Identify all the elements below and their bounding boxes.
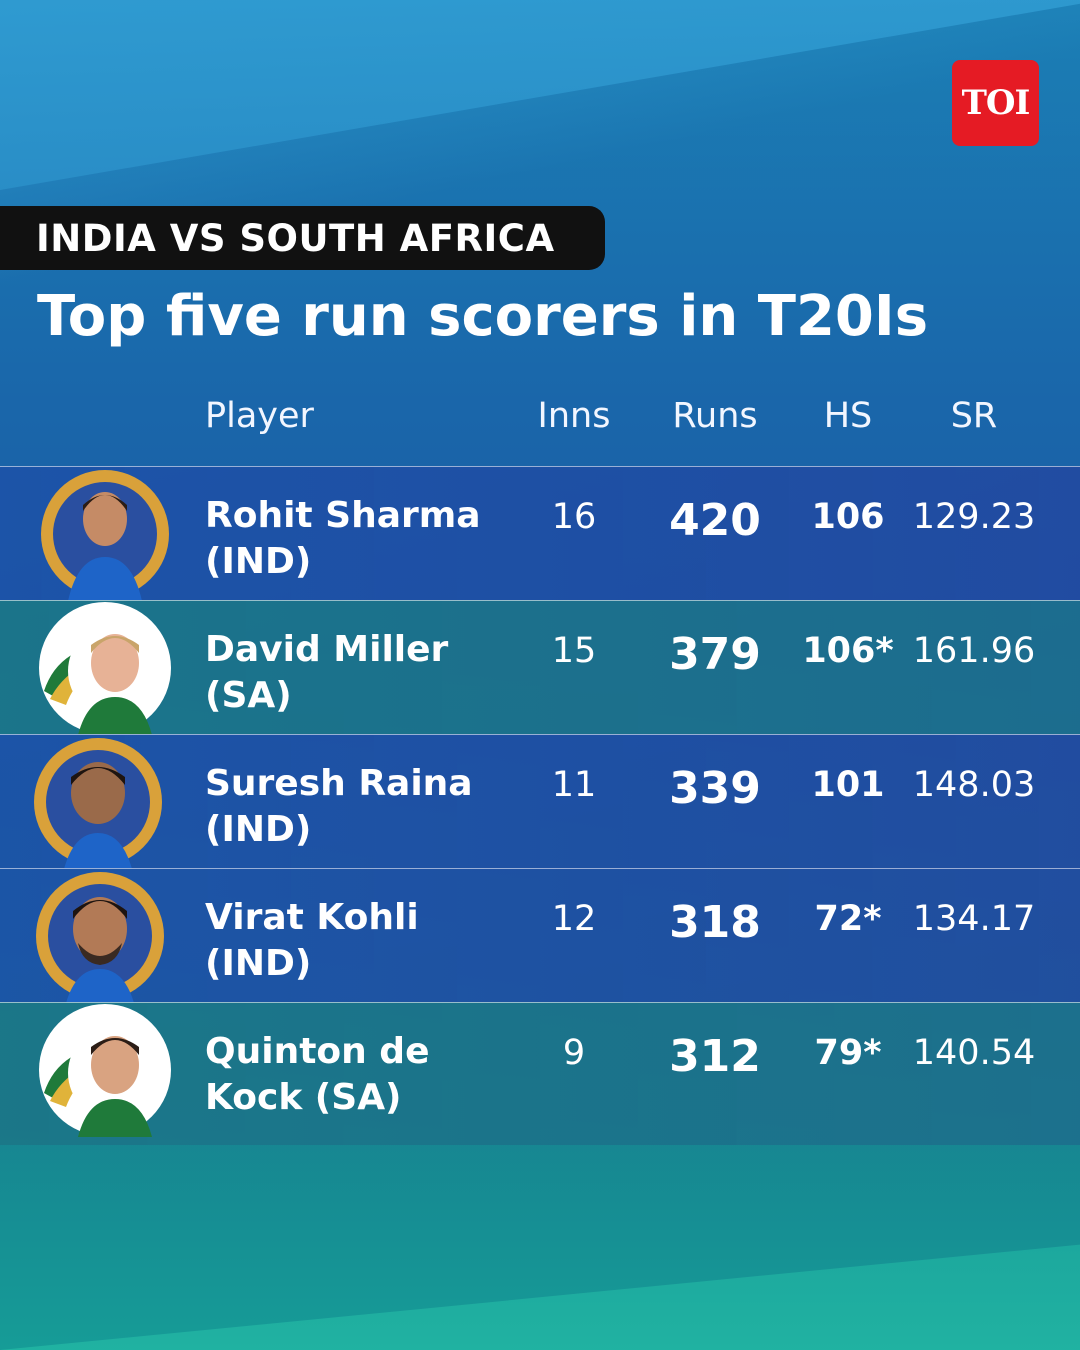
table-header: Player Inns Runs HS SR	[0, 396, 1080, 444]
table-row: Suresh Raina (IND) 11 339 101 148.03	[0, 734, 1080, 869]
bcci-crest-photo-icon	[41, 470, 169, 601]
inns-value: 11	[551, 765, 597, 805]
topic-tag: INDIA VS SOUTH AFRICA	[0, 206, 605, 270]
bcci-crest-photo-icon	[36, 872, 164, 1003]
inns-value: 16	[551, 497, 597, 537]
runs-value: 318	[669, 897, 761, 948]
hs-value: 101	[811, 765, 885, 805]
inns-value: 15	[551, 631, 597, 671]
sr-value: 129.23	[912, 497, 1036, 537]
header-inns: Inns	[537, 396, 611, 436]
player-name: Quinton de Kock (SA)	[205, 1031, 430, 1118]
hs-value: 106	[811, 497, 885, 537]
table-row: David Miller (SA) 15 379 106* 161.96	[0, 600, 1080, 735]
runs-value: 339	[669, 763, 761, 814]
player-name: David Miller (SA)	[205, 629, 449, 716]
header-runs: Runs	[672, 396, 758, 436]
sr-value: 161.96	[912, 631, 1036, 671]
runs-value: 379	[669, 629, 761, 680]
header-player: Player	[205, 396, 314, 436]
player-name: Suresh Raina (IND)	[205, 763, 473, 850]
header-sr: SR	[950, 396, 998, 436]
inns-value: 9	[562, 1033, 586, 1073]
hs-value: 106*	[802, 631, 894, 671]
table-row: Quinton de Kock (SA) 9 312 79* 140.54	[0, 1002, 1080, 1145]
player-name: Virat Kohli (IND)	[205, 897, 419, 984]
sr-value: 148.03	[912, 765, 1036, 805]
cricket-south-africa-logo-photo-icon	[39, 602, 171, 735]
inns-value: 12	[551, 899, 597, 939]
sr-value: 140.54	[912, 1033, 1036, 1073]
sr-value: 134.17	[912, 899, 1036, 939]
hs-value: 72*	[814, 899, 882, 939]
table-row: Virat Kohli (IND) 12 318 72* 134.17	[0, 868, 1080, 1003]
toi-logo: TOI	[952, 60, 1039, 146]
bcci-crest-photo-icon	[34, 738, 162, 869]
runs-value: 312	[669, 1031, 761, 1082]
table-row: Rohit Sharma (IND) 16 420 106 129.23	[0, 466, 1080, 601]
cricket-south-africa-logo-photo-icon	[39, 1004, 171, 1137]
header-hs: HS	[823, 396, 873, 436]
page-title: Top five run scorers in T20Is	[37, 284, 929, 349]
hs-value: 79*	[814, 1033, 882, 1073]
topic-tag-text: INDIA VS SOUTH AFRICA	[36, 216, 555, 260]
runs-value: 420	[669, 495, 761, 546]
player-name: Rohit Sharma (IND)	[205, 495, 481, 582]
